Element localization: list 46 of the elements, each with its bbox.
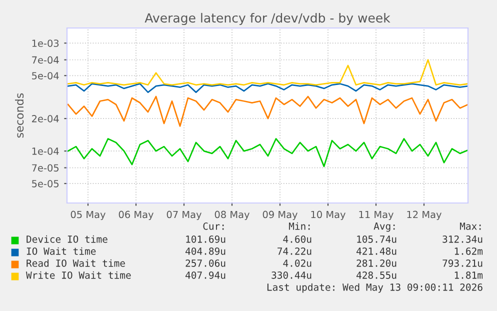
y-axis-title: seconds [15, 93, 24, 138]
text: 1.62m [454, 247, 483, 255]
legend-label: Device IO time [26, 235, 108, 243]
text: 4.60u [283, 235, 312, 243]
x-tick-label: 07 May [166, 210, 202, 220]
text: Min: [288, 222, 310, 230]
x-tick-label: 12 May [407, 210, 442, 220]
x-tick-label: 09 May [262, 210, 298, 220]
line-series [67, 59, 468, 86]
text: 101.69u [186, 235, 226, 243]
text: 330.44u [272, 271, 312, 279]
y-tick-label: 1e-03 [32, 40, 59, 47]
x-tick-label: 08 May [214, 210, 250, 220]
y-tick-label: 5e-04 [32, 72, 59, 80]
text: 1.81m [454, 271, 483, 279]
text: 421.48u [356, 247, 396, 255]
y-tick-label: 1e-04 [32, 148, 59, 155]
text: Max: [460, 222, 481, 230]
text: 312.34u [442, 235, 482, 243]
y-tick-label: 7e-04 [32, 56, 59, 64]
x-tick-label: 11 May [359, 210, 394, 220]
text: 404.89u [186, 247, 226, 255]
chart-title: Average latency for /dev/vdb - by week [144, 12, 390, 26]
text: 105.74u [357, 235, 396, 243]
text: Avg: [374, 222, 395, 232]
text: 257.06u [186, 259, 226, 267]
text: 74.22u [278, 247, 312, 255]
legend-label: IO Wait time [26, 247, 96, 255]
x-tick-label: 05 May [70, 210, 106, 220]
text: 281.20u [356, 259, 396, 267]
legend-label: Read IO Wait time [26, 259, 125, 267]
y-tick-label: 5e-05 [32, 180, 59, 188]
line-series [67, 138, 468, 168]
text: Cur: [203, 222, 224, 230]
text: Last update: Wed May 13 09:00:11 2026 [267, 283, 482, 293]
y-tick-label: 2e-04 [32, 115, 59, 122]
x-tick-label: 10 May [311, 210, 346, 220]
legend-label: Write IO Wait time [26, 271, 131, 279]
x-tick-label: 06 May [118, 210, 154, 220]
text: 428.55u [356, 271, 396, 279]
y-tick-label: 7e-05 [32, 164, 59, 172]
text: 793.21u [442, 259, 482, 267]
line-series [67, 96, 468, 127]
line-series [67, 83, 468, 94]
text: 4.02u [283, 259, 312, 267]
text: 407.94u [186, 271, 226, 279]
